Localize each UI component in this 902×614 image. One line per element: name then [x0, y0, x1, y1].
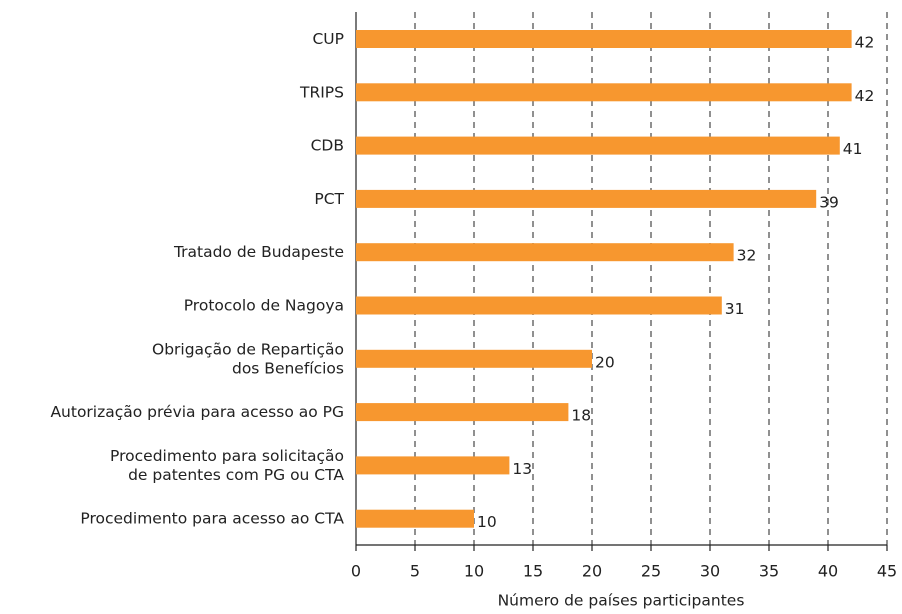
x-tick-label: 15 [523, 562, 543, 581]
value-label: 13 [512, 460, 532, 478]
value-label: 39 [819, 193, 839, 211]
y-tick-label-line: Tratado de Budapeste [173, 243, 344, 261]
x-tick-label: 40 [818, 562, 838, 581]
x-tick-label: 0 [351, 562, 361, 581]
y-tick-label: CUP [312, 30, 344, 48]
x-axis-label: Número de países participantes [498, 592, 745, 610]
x-tick-label: 25 [641, 562, 661, 581]
x-tick-label: 20 [582, 562, 602, 581]
y-tick-label-line: PCT [314, 189, 344, 207]
bar [356, 296, 722, 315]
bar [356, 456, 510, 475]
bar [356, 83, 852, 102]
y-tick-label: Tratado de Budapeste [173, 243, 344, 261]
x-tick-label: 35 [759, 562, 779, 581]
value-label: 10 [477, 513, 497, 531]
y-tick-label: CDB [311, 136, 344, 154]
value-label: 42 [855, 34, 875, 52]
bar [356, 189, 817, 208]
y-tick-label-line: Obrigação de Repartição [152, 340, 344, 358]
x-tick-label: 5 [410, 562, 420, 581]
y-tick-label: Procedimento para acesso ao CTA [80, 509, 344, 527]
bar [356, 509, 474, 528]
bar [356, 136, 840, 155]
y-tick-label: TRIPS [299, 83, 344, 101]
value-label: 20 [595, 353, 615, 371]
value-label: 32 [737, 247, 757, 265]
y-tick-label-line: Autorização prévia para acesso ao PG [50, 403, 344, 421]
x-tick-label: 30 [700, 562, 720, 581]
bar [356, 403, 569, 422]
bar [356, 30, 852, 48]
y-tick-label-line: CUP [312, 30, 344, 48]
value-label: 31 [725, 300, 745, 318]
y-tick-label: Procedimento para solicitação de patentes… [110, 446, 344, 483]
y-tick-label-line: Protocolo de Nagoya [184, 296, 344, 314]
y-tick-label: Obrigação de Repartição dos Benefícios [152, 340, 344, 377]
y-tick-label-line: CDB [311, 136, 344, 154]
y-tick-label-line: de patentes com PG ou CTA [128, 465, 344, 483]
value-label: 41 [843, 140, 863, 158]
y-tick-label-line: dos Benefícios [232, 359, 344, 377]
bar [356, 349, 592, 368]
y-tick-label: Autorização prévia para acesso ao PG [50, 403, 344, 421]
y-tick-label-line: TRIPS [299, 83, 344, 101]
x-tick-label: 10 [464, 562, 484, 581]
y-tick-label: PCT [314, 189, 344, 207]
y-tick-label: Protocolo de Nagoya [184, 296, 344, 314]
value-label: 18 [571, 407, 591, 425]
x-tick-label: 45 [877, 562, 897, 581]
y-tick-label-line: Procedimento para acesso ao CTA [80, 509, 344, 527]
y-tick-label-line: Procedimento para solicitação [110, 446, 344, 464]
bar [356, 243, 734, 262]
value-label: 42 [855, 87, 875, 105]
